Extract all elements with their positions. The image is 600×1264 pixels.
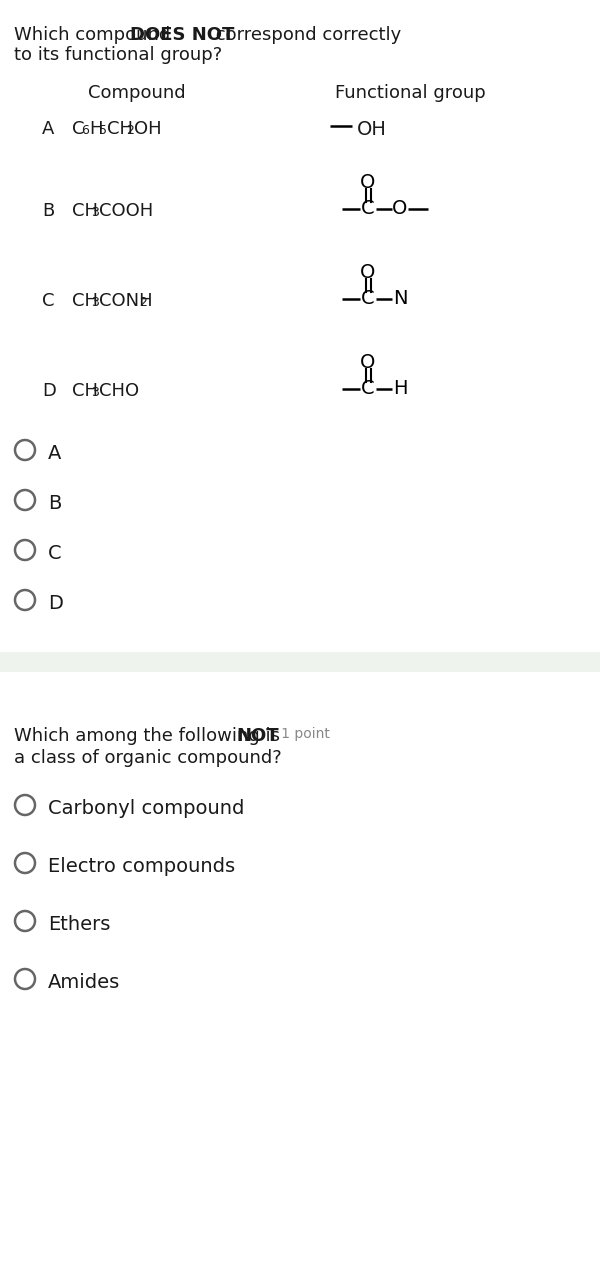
Text: NOT: NOT bbox=[236, 727, 278, 744]
Text: CH: CH bbox=[107, 120, 133, 138]
Text: 1 point: 1 point bbox=[268, 727, 330, 741]
Text: N: N bbox=[393, 289, 407, 308]
Text: 6: 6 bbox=[81, 124, 89, 137]
Text: C: C bbox=[48, 544, 62, 562]
Text: 2: 2 bbox=[126, 124, 134, 137]
Text: a class of organic compound?: a class of organic compound? bbox=[14, 750, 282, 767]
Text: CH: CH bbox=[72, 202, 98, 220]
Text: 3: 3 bbox=[91, 386, 99, 399]
Text: O: O bbox=[361, 263, 376, 282]
Text: 3: 3 bbox=[91, 296, 99, 308]
Text: C: C bbox=[361, 379, 375, 398]
Text: Functional group: Functional group bbox=[335, 83, 486, 102]
Text: DOES NOT: DOES NOT bbox=[130, 27, 235, 44]
Text: H: H bbox=[393, 379, 407, 398]
Text: OH: OH bbox=[134, 120, 161, 138]
Text: CHO: CHO bbox=[99, 382, 139, 399]
Text: 2: 2 bbox=[139, 296, 147, 308]
Text: H: H bbox=[89, 120, 103, 138]
FancyBboxPatch shape bbox=[0, 652, 600, 672]
Text: CH: CH bbox=[72, 382, 98, 399]
Text: B: B bbox=[42, 202, 54, 220]
Text: Electro compounds: Electro compounds bbox=[48, 857, 235, 876]
Text: C: C bbox=[361, 200, 375, 219]
Text: 3: 3 bbox=[91, 206, 99, 219]
Text: Ethers: Ethers bbox=[48, 915, 110, 934]
Text: C: C bbox=[72, 120, 85, 138]
Text: O: O bbox=[392, 200, 407, 219]
Text: Which among the following is: Which among the following is bbox=[14, 727, 286, 744]
Text: D: D bbox=[42, 382, 56, 399]
Text: O: O bbox=[361, 172, 376, 192]
Text: A: A bbox=[42, 120, 55, 138]
Text: D: D bbox=[48, 594, 63, 613]
Text: to its functional group?: to its functional group? bbox=[14, 46, 222, 64]
Text: Carbonyl compound: Carbonyl compound bbox=[48, 799, 244, 818]
Text: O: O bbox=[361, 353, 376, 372]
Text: B: B bbox=[48, 494, 61, 513]
Text: C: C bbox=[42, 292, 55, 310]
Text: Amides: Amides bbox=[48, 973, 120, 992]
Text: OH: OH bbox=[357, 120, 387, 139]
Text: A: A bbox=[48, 444, 61, 463]
Text: CONH: CONH bbox=[99, 292, 152, 310]
Text: Compound: Compound bbox=[88, 83, 185, 102]
Text: Which compound: Which compound bbox=[14, 27, 176, 44]
Text: 5: 5 bbox=[99, 124, 107, 137]
Text: C: C bbox=[361, 289, 375, 308]
Text: correspond correctly: correspond correctly bbox=[210, 27, 401, 44]
Text: COOH: COOH bbox=[99, 202, 153, 220]
Text: CH: CH bbox=[72, 292, 98, 310]
